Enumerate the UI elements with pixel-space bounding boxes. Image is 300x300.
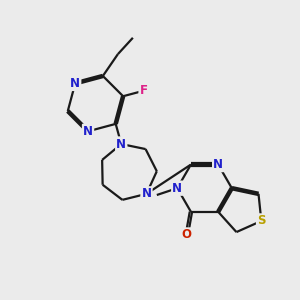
Text: O: O — [182, 229, 192, 242]
Text: S: S — [257, 214, 266, 227]
Text: N: N — [172, 182, 182, 195]
Text: N: N — [83, 125, 93, 138]
Text: N: N — [213, 158, 223, 171]
Text: N: N — [116, 137, 126, 151]
Text: N: N — [70, 77, 80, 90]
Text: N: N — [142, 187, 152, 200]
Text: F: F — [140, 84, 148, 97]
